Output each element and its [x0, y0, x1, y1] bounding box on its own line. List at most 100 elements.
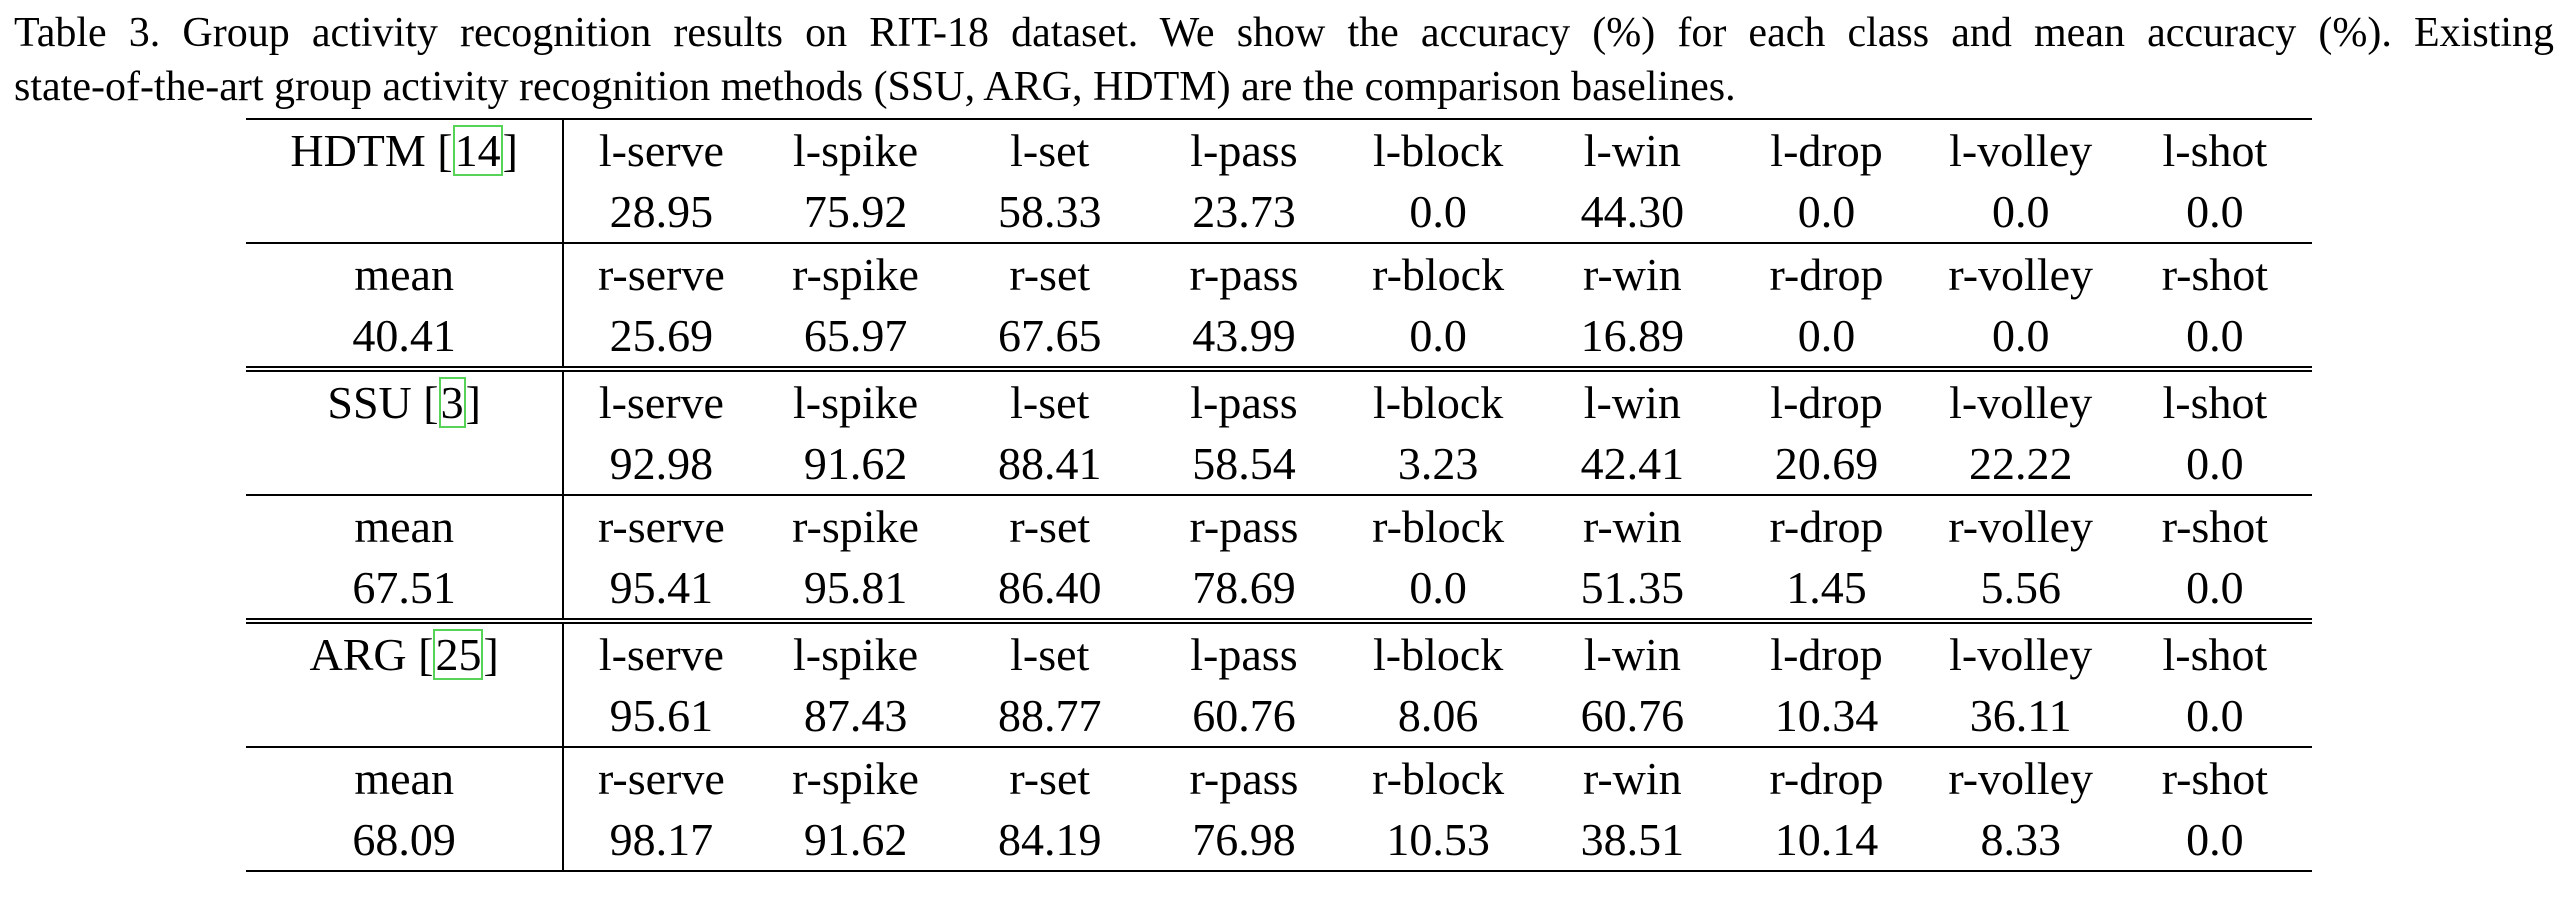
class-label: r-serve	[563, 494, 759, 557]
class-accuracy: 38.51	[1535, 809, 1730, 872]
mean-label: mean	[246, 494, 565, 557]
class-accuracy: 0.0	[1991, 310, 2050, 361]
class-accuracy: 84.19	[952, 809, 1147, 872]
class-label: l-serve	[563, 366, 759, 433]
class-accuracy: 88.41	[998, 438, 1102, 489]
class-accuracy: 76.98	[1146, 809, 1342, 872]
class-label: l-volley	[1923, 618, 2118, 685]
citation-link[interactable]: 14	[454, 125, 501, 176]
class-accuracy: 0.0	[1409, 562, 1467, 613]
table-row: ARG [25] l-serve l-spike l-set l-pass l-block…	[246, 618, 2312, 685]
class-accuracy: 65.97	[803, 310, 908, 361]
class-accuracy: 0.0	[1797, 186, 1856, 237]
empty-cell	[246, 181, 565, 243]
class-label: r-set	[952, 494, 1147, 557]
class-label: r-spike	[758, 494, 953, 557]
class-label: l-shot	[2117, 118, 2312, 181]
mean-value: 40.41	[246, 305, 565, 369]
class-accuracy: 22.22	[1968, 438, 2073, 489]
class-label: r-win	[1535, 746, 1730, 809]
class-accuracy: 0.0	[2186, 186, 2244, 237]
table-row: 67.51 95.41 95.81 86.40 78.69 0.0 51.35 1.45 5.5…	[246, 557, 2312, 621]
class-accuracy: 58.54	[1192, 438, 1296, 489]
class-accuracy: 58.33	[998, 186, 1102, 237]
class-accuracy: 3.23	[1397, 438, 1479, 489]
class-accuracy: 0.0	[2186, 562, 2244, 613]
class-accuracy: 0.0	[1409, 186, 1467, 237]
table-row: 40.41 25.69 65.97 67.65 43.99 0.0 16.89 0.0 0.0 0…	[246, 305, 2312, 369]
class-label: l-drop	[1729, 366, 1924, 433]
citation-link[interactable]: 3	[440, 377, 464, 428]
class-accuracy: 88.77	[998, 690, 1102, 741]
class-label: r-drop	[1729, 242, 1924, 305]
class-label: l-shot	[2117, 618, 2312, 685]
class-accuracy: 75.92	[803, 186, 908, 237]
class-accuracy: 98.17	[563, 809, 759, 872]
class-accuracy: 91.62	[803, 438, 908, 489]
class-accuracy: 20.69	[1774, 438, 1879, 489]
results-table: HDTM [14] l-serve l-spike l-set l-pass l-bloc…	[246, 118, 2312, 872]
class-accuracy: 87.43	[803, 690, 908, 741]
table-row: 92.98 91.62 88.41 58.54 3.23 42.41 20.69 22.22 0…	[246, 433, 2312, 495]
class-label: l-serve	[563, 618, 759, 685]
class-label: r-set	[952, 242, 1147, 305]
class-accuracy: 0.0	[1991, 186, 2050, 237]
class-label: r-pass	[1146, 242, 1342, 305]
table-row: mean r-serve r-spike r-set r-pass r-block r-wi…	[246, 242, 2312, 305]
class-accuracy: 10.53	[1341, 809, 1536, 872]
class-accuracy: 95.81	[803, 562, 908, 613]
class-label: l-serve	[563, 118, 759, 181]
class-label: l-shot	[2117, 366, 2312, 433]
class-label: r-win	[1535, 242, 1730, 305]
class-accuracy: 92.98	[609, 438, 714, 489]
class-label: l-drop	[1729, 618, 1924, 685]
table-row: 68.09 98.17 91.62 84.19 76.98 10.53 38.51 10.14…	[246, 809, 2312, 872]
class-accuracy: 25.69	[609, 310, 714, 361]
method-name: HDTM	[290, 125, 426, 176]
mean-label: mean	[246, 242, 565, 305]
citation-link[interactable]: 25	[435, 629, 482, 680]
class-accuracy: 60.76	[1192, 690, 1296, 741]
class-label: r-shot	[2117, 494, 2312, 557]
class-label: l-drop	[1729, 118, 1924, 181]
mean-value: 68.09	[246, 809, 565, 872]
class-accuracy: 0.0	[2186, 310, 2244, 361]
method-name: ARG	[309, 629, 407, 680]
class-label: l-set	[952, 618, 1147, 685]
class-accuracy: 95.41	[609, 562, 714, 613]
class-label: l-set	[952, 118, 1147, 181]
class-label: r-serve	[563, 746, 759, 809]
class-label: r-pass	[1146, 746, 1342, 809]
class-accuracy: 10.14	[1729, 809, 1924, 872]
class-label: r-block	[1341, 746, 1536, 809]
class-label: l-win	[1535, 618, 1730, 685]
class-accuracy: 60.76	[1580, 690, 1685, 741]
class-label: l-win	[1535, 366, 1730, 433]
class-label: r-pass	[1146, 494, 1342, 557]
class-label: l-spike	[758, 118, 953, 181]
class-label: r-block	[1341, 242, 1536, 305]
class-accuracy: 78.69	[1192, 562, 1296, 613]
class-accuracy: 0.0	[1409, 310, 1467, 361]
table-row: SSU [3] l-serve l-spike l-set l-pass l-block l…	[246, 366, 2312, 433]
class-label: l-volley	[1923, 366, 2118, 433]
caption-line-1: Table 3. Group activity recognition resu…	[14, 10, 2554, 56]
class-label: r-spike	[758, 746, 953, 809]
class-accuracy: 0.0	[2186, 690, 2244, 741]
class-accuracy: 8.33	[1923, 809, 2118, 872]
method-cell: SSU [3]	[246, 366, 565, 433]
caption-line-2: state-of-the-art group activity recognit…	[14, 64, 1736, 110]
method-cell: HDTM [14]	[246, 118, 565, 181]
class-accuracy: 86.40	[998, 562, 1102, 613]
class-label: l-block	[1341, 118, 1536, 181]
mean-value: 67.51	[246, 557, 565, 621]
table-row: mean r-serve r-spike r-set r-pass r-block r-wi…	[246, 494, 2312, 557]
empty-cell	[246, 433, 565, 495]
class-label: l-set	[952, 366, 1147, 433]
table-row: 95.61 87.43 88.77 60.76 8.06 60.76 10.34 36.11 0…	[246, 685, 2312, 747]
class-label: l-volley	[1923, 118, 2118, 181]
class-accuracy: 42.41	[1580, 438, 1685, 489]
class-label: r-spike	[758, 242, 953, 305]
mean-label: mean	[246, 746, 565, 809]
class-accuracy: 1.45	[1786, 562, 1867, 613]
